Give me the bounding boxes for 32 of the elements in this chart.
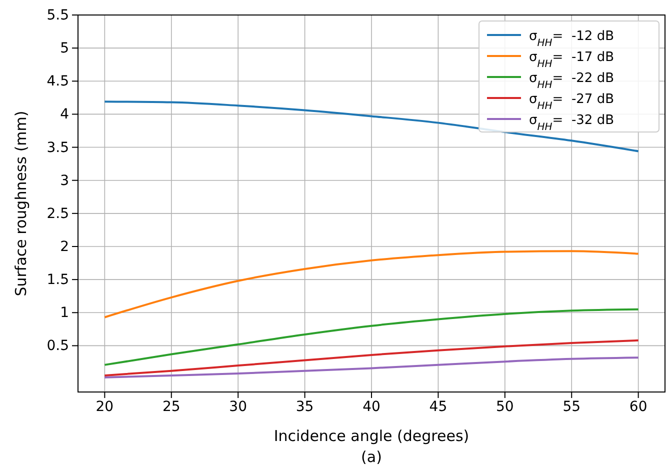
line-series <box>104 308 640 366</box>
text: (a) <box>361 448 382 466</box>
y-tick-label: 3.5 <box>46 140 69 156</box>
legend-label: σ$_{HH}$= -17 dB <box>529 50 614 70</box>
legend-label: σ$_{HH}$= -27 dB <box>529 92 614 112</box>
y-tick-label: 5.5 <box>46 7 69 24</box>
line-series <box>104 356 640 378</box>
y-tick-label: 2.5 <box>46 206 69 222</box>
legend-label: σ$_{HH}$= -32 dB <box>529 113 614 132</box>
x-tick-label: 60 <box>629 398 648 415</box>
line-series <box>104 250 640 318</box>
x-tick-label: 35 <box>296 398 314 415</box>
x-tick-label: 30 <box>229 398 248 415</box>
y-axis-title: Surface roughness (mm) <box>12 110 30 296</box>
y-tick-label: 1.5 <box>46 272 69 288</box>
x-tick-label: 45 <box>429 398 448 415</box>
x-tick-label: 50 <box>496 398 514 415</box>
y-tick-label: 3 <box>60 172 69 189</box>
legend-label: σ$_{HH}$= -12 dB <box>529 29 614 48</box>
y-tick-label: 0.5 <box>46 338 69 354</box>
x-tick-label: 20 <box>96 398 114 415</box>
line-series <box>104 339 640 376</box>
x-tick-label: 25 <box>162 398 180 415</box>
legend-label: σ$_{HH}$= -22 dB <box>529 71 614 90</box>
x-tick-label: 40 <box>362 398 380 415</box>
x-tick-label: 55 <box>562 398 581 415</box>
y-tick-label: 4 <box>60 106 70 123</box>
y-tick-label: 5 <box>60 40 69 57</box>
y-tick-label: 1 <box>60 305 69 322</box>
y-tick-label: 4.5 <box>46 74 69 90</box>
x-axis-title: Incidence angle (degrees) <box>274 427 470 445</box>
y-tick-label: 2 <box>60 238 69 255</box>
